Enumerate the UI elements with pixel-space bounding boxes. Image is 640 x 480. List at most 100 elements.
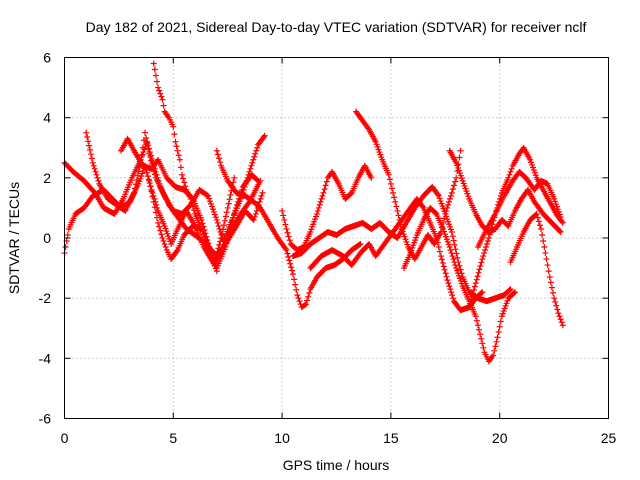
data-points-layer — [61, 60, 566, 365]
data-point — [478, 335, 485, 342]
data-point — [160, 238, 167, 245]
data-point — [434, 239, 441, 246]
data-point — [433, 235, 440, 241]
data-point — [546, 274, 553, 281]
data-point — [156, 223, 163, 230]
data-point — [257, 195, 264, 202]
data-point — [449, 233, 456, 240]
y-tick-label: -2 — [39, 290, 52, 306]
data-point — [506, 287, 513, 294]
data-point — [446, 198, 453, 205]
data-point — [258, 192, 265, 199]
series-s12 — [400, 204, 518, 365]
data-point — [553, 302, 560, 309]
data-point — [155, 84, 162, 91]
data-point — [474, 322, 481, 329]
data-point — [219, 230, 226, 237]
series-s15 — [474, 168, 564, 251]
data-point — [220, 226, 227, 233]
data-point — [227, 225, 234, 232]
data-point — [149, 193, 156, 200]
data-point — [153, 78, 160, 85]
data-point — [448, 289, 455, 296]
data-point — [142, 129, 149, 136]
data-point — [547, 279, 554, 286]
data-point — [190, 207, 197, 214]
data-point — [448, 189, 455, 196]
data-point — [289, 267, 296, 274]
data-point — [159, 235, 166, 241]
data-point — [471, 283, 478, 290]
data-point — [544, 262, 551, 269]
data-point — [246, 168, 253, 175]
data-point — [440, 263, 447, 270]
data-point — [250, 216, 257, 223]
data-point — [316, 201, 323, 208]
data-point — [231, 174, 238, 181]
data-point — [249, 159, 256, 166]
data-point — [482, 247, 489, 254]
data-point — [447, 286, 454, 293]
data-point — [139, 144, 146, 151]
data-point — [94, 174, 101, 181]
y-tick-label: 6 — [43, 50, 51, 66]
data-point — [175, 152, 182, 159]
data-point — [506, 171, 513, 178]
data-point — [301, 301, 308, 308]
data-point — [510, 290, 517, 297]
data-point — [259, 189, 266, 196]
data-point — [64, 231, 71, 238]
data-point — [151, 171, 158, 178]
data-point — [285, 253, 292, 260]
data-point — [284, 250, 291, 257]
data-point — [314, 207, 321, 214]
data-point — [557, 228, 564, 235]
data-point — [448, 250, 455, 257]
data-point — [318, 195, 325, 202]
data-point — [508, 165, 515, 172]
data-point — [255, 177, 262, 184]
data-point — [292, 281, 299, 288]
data-point — [132, 181, 139, 188]
data-point — [451, 182, 458, 189]
data-point — [95, 177, 102, 184]
data-point — [216, 241, 223, 248]
data-point — [286, 237, 293, 244]
data-point — [476, 326, 483, 333]
data-point — [158, 231, 165, 238]
data-point — [390, 189, 397, 196]
y-tick-label: 0 — [43, 230, 51, 246]
data-point — [182, 183, 189, 190]
data-point — [253, 207, 260, 214]
data-point — [189, 203, 196, 210]
data-point — [131, 189, 138, 196]
data-point — [91, 165, 98, 172]
data-point — [208, 200, 215, 207]
data-point — [475, 269, 482, 276]
data-point — [179, 171, 186, 178]
data-point — [252, 150, 259, 157]
data-point — [293, 286, 300, 293]
data-point — [452, 262, 459, 269]
data-point — [213, 147, 220, 154]
data-point — [447, 247, 454, 254]
data-point — [450, 295, 457, 302]
data-point — [469, 290, 476, 297]
data-point — [215, 245, 222, 252]
data-point — [296, 298, 303, 305]
data-point — [437, 253, 444, 260]
data-point — [282, 221, 289, 228]
data-point — [557, 213, 564, 220]
data-point — [480, 253, 487, 260]
data-point — [472, 313, 479, 320]
data-point — [551, 295, 558, 302]
data-point — [198, 225, 205, 232]
data-point — [161, 241, 168, 248]
data-point — [285, 233, 292, 240]
data-point — [466, 304, 473, 311]
data-point — [493, 338, 500, 345]
data-point — [365, 125, 372, 132]
data-point — [534, 214, 541, 221]
data-point — [235, 198, 242, 205]
data-point — [145, 145, 152, 152]
